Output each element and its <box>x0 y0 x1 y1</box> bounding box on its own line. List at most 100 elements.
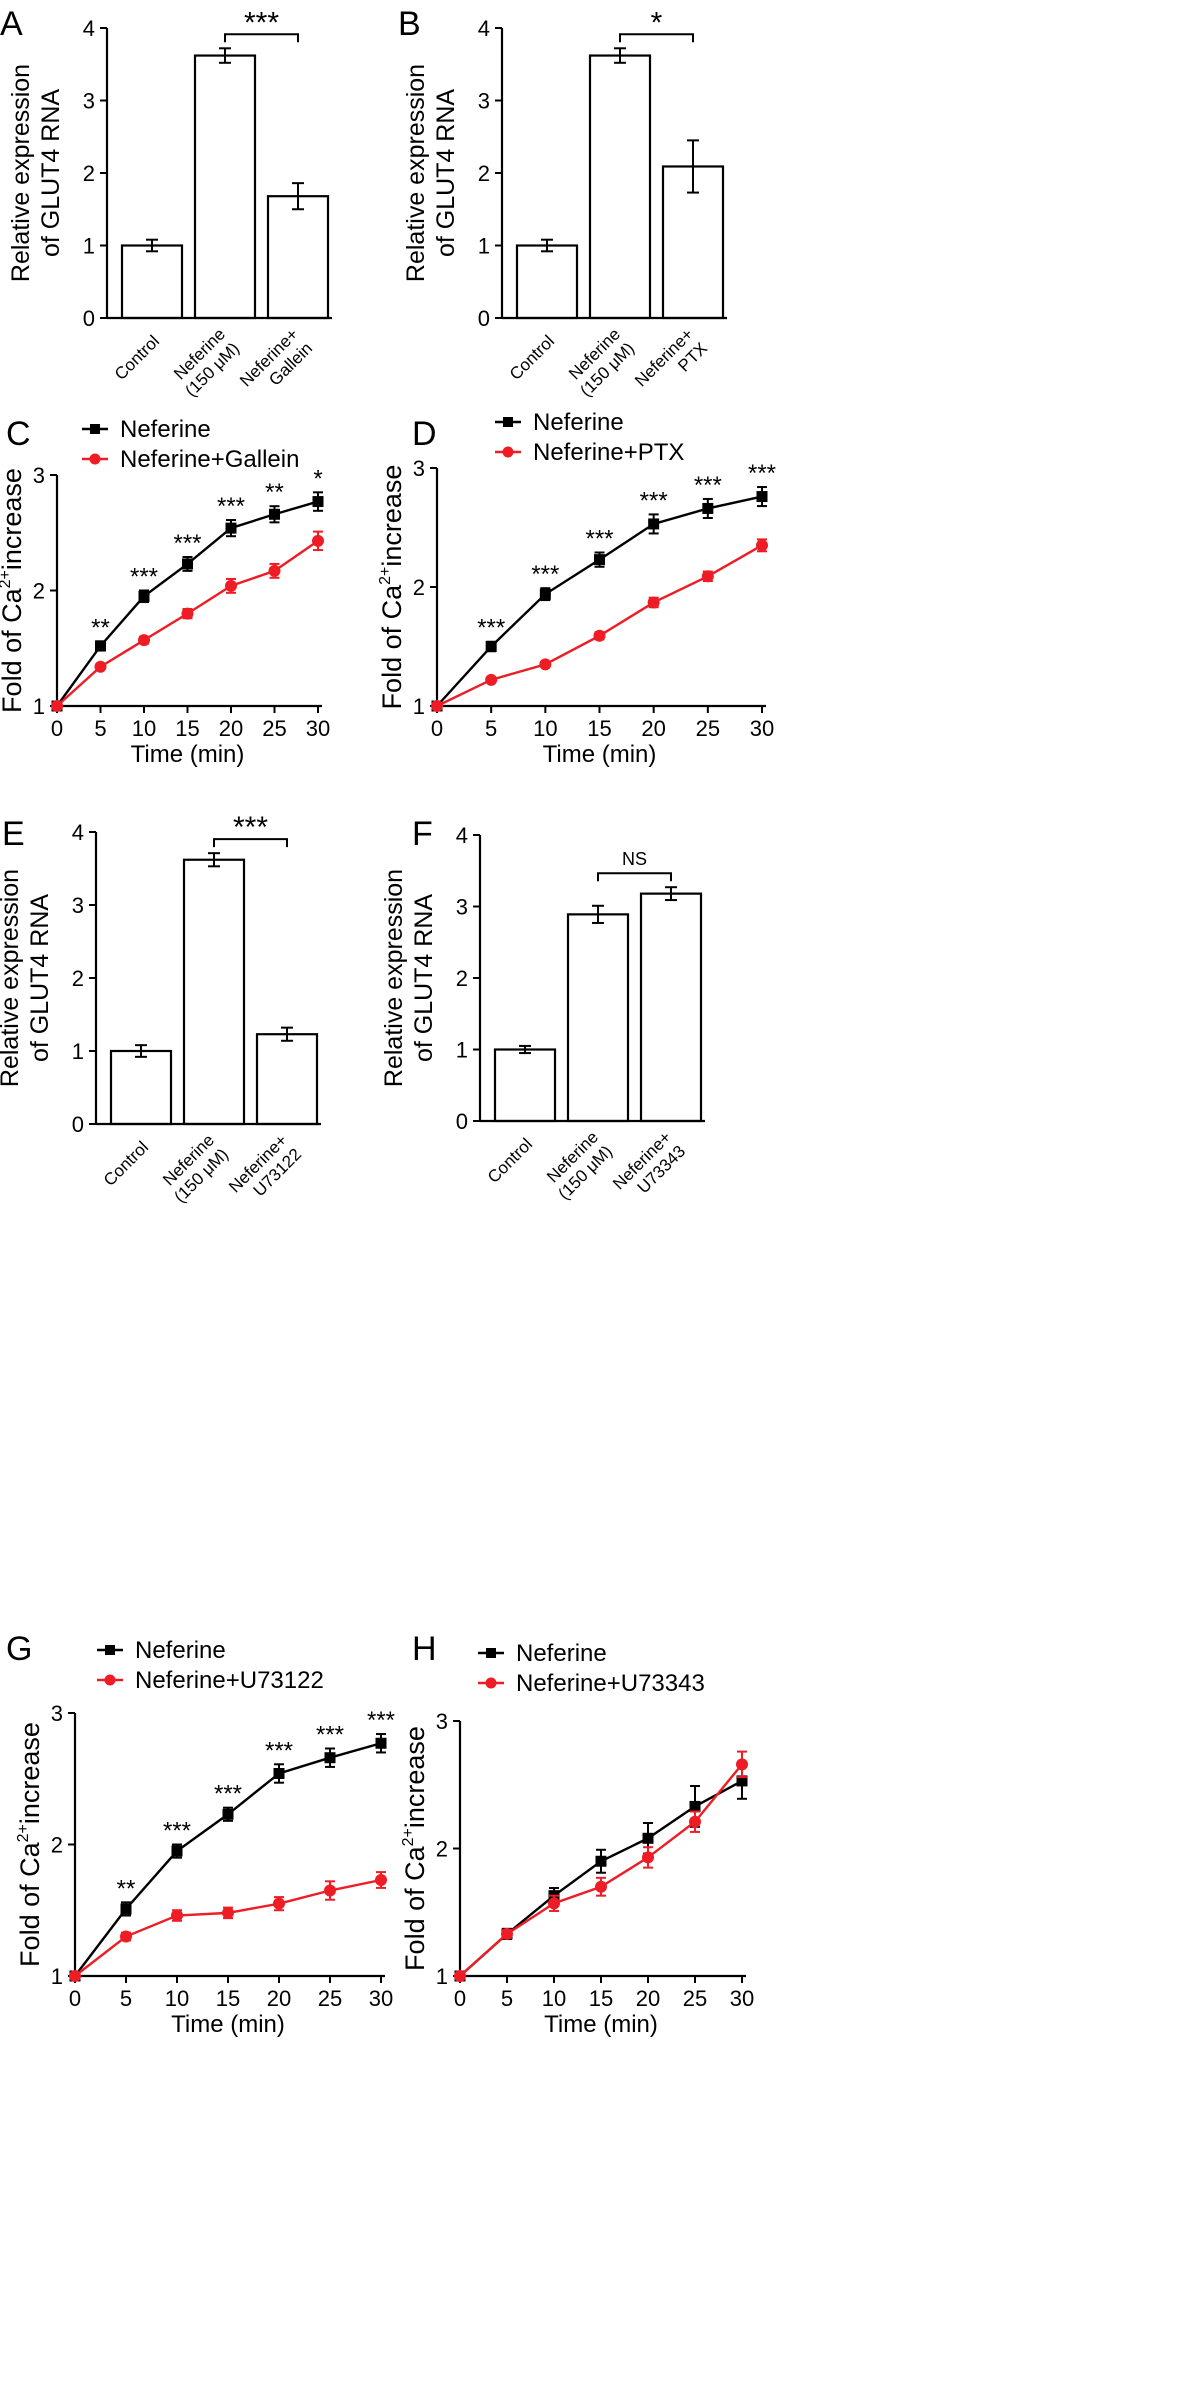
x-tick-label: 30 <box>730 1986 754 2011</box>
data-point <box>485 673 498 686</box>
y-tick-label: 2 <box>72 966 84 991</box>
bar <box>588 54 652 320</box>
x-tick-label: 20 <box>267 1986 291 2011</box>
y-axis-label-text: increase <box>0 468 27 570</box>
x-tick-label: 5 <box>485 716 497 741</box>
data-point <box>138 590 150 602</box>
y-tick-label: 2 <box>413 575 425 600</box>
y-axis-label-line: of GLUT4 RNA <box>432 89 460 257</box>
x-tick-label: 15 <box>589 1986 613 2011</box>
data-point <box>689 1800 701 1812</box>
legend-label: Neferine+U73343 <box>516 1670 705 1697</box>
bar <box>255 1033 319 1126</box>
significance-annotation: *** <box>130 564 158 591</box>
x-axis-label: Time (min) <box>131 741 245 768</box>
data-point <box>594 554 605 566</box>
y-axis-label-text: Fold of Ca <box>15 1841 45 1967</box>
y-axis-label-line: of GLUT4 RNA <box>26 894 54 1062</box>
data-point <box>269 508 280 520</box>
y-tick-label: 2 <box>33 579 45 604</box>
data-point <box>548 1897 560 1910</box>
data-point <box>69 1970 81 1982</box>
x-tick-label: 15 <box>216 1986 240 2011</box>
category-label: Neferine+Gallein <box>236 325 316 405</box>
legend-marker <box>485 1677 497 1689</box>
data-point <box>701 570 714 583</box>
y-tick-label: 4 <box>72 820 84 845</box>
x-tick-label: 30 <box>369 1986 393 2011</box>
data-point <box>756 539 768 552</box>
category-label: Control <box>111 332 163 384</box>
x-tick-label: 0 <box>69 1986 81 2011</box>
data-point <box>225 522 237 534</box>
y-axis-label: Fold of Ca2+increase <box>0 468 27 713</box>
category-label: Neferine+U73343 <box>609 1128 689 1208</box>
y-tick-label: 2 <box>478 161 490 186</box>
data-point <box>268 564 281 577</box>
y-axis-label-text: Fold of Ca <box>377 584 407 710</box>
data-point <box>485 641 497 652</box>
panel-f: F 0 1 2 3 4 Relative expressionof GLUT4 RNA Con… <box>380 815 705 1208</box>
panel-b: B 0 1 2 3 4 Relative expressionof GLUT4 RNA Con… <box>398 5 727 400</box>
significance-bracket <box>619 33 694 43</box>
x-tick-label: 25 <box>696 716 720 741</box>
data-point <box>95 640 106 652</box>
y-axis-label-line: Relative expression <box>380 869 408 1087</box>
y-tick-label: 3 <box>83 89 95 114</box>
x-tick-label: 5 <box>94 716 106 741</box>
y-tick-label: 4 <box>456 823 468 848</box>
y-axis-label-superscript: 2+ <box>400 1828 417 1846</box>
data-point <box>539 588 551 600</box>
data-point <box>642 1851 654 1864</box>
y-tick-label: 3 <box>51 1701 63 1726</box>
data-point <box>222 1808 234 1820</box>
y-tick-label: 3 <box>456 895 468 920</box>
significance-annotation: ** <box>117 1875 136 1902</box>
y-tick-label: 3 <box>436 1709 448 1734</box>
y-tick-label: 4 <box>478 16 490 41</box>
significance-annotation: *** <box>265 1737 293 1764</box>
legend-marker <box>90 424 100 434</box>
x-tick-label: 15 <box>175 716 199 741</box>
significance-annotation: ** <box>265 479 284 506</box>
data-point <box>595 1880 607 1893</box>
data-point <box>138 634 150 647</box>
x-axis-label: Time (min) <box>171 2011 285 2038</box>
y-axis-label-line: Relative expression <box>402 64 430 282</box>
y-axis-label: Fold of Ca2+increase <box>377 465 407 710</box>
x-axis-label: Time (min) <box>544 2011 658 2038</box>
panel-label: A <box>0 5 23 43</box>
panel-e: E 0 1 2 3 4 Relative expressionof GLUT4 RNA Con… <box>0 811 321 1206</box>
y-tick-label: 0 <box>72 1112 84 1137</box>
data-point <box>273 1767 285 1779</box>
x-tick-label: 20 <box>636 1986 660 2011</box>
y-tick-label: 3 <box>72 893 84 918</box>
y-axis-label: Relative expressionof GLUT4 RNA <box>402 64 460 282</box>
y-tick-label: 3 <box>33 463 45 488</box>
data-point <box>595 1855 607 1867</box>
data-point <box>312 496 324 508</box>
y-axis-label: Relative expressionof GLUT4 RNA <box>380 869 438 1087</box>
legend-marker <box>503 417 513 427</box>
significance-annotation: *** <box>173 530 201 557</box>
data-point <box>225 579 237 592</box>
data-point <box>171 1845 183 1857</box>
y-tick-label: 1 <box>51 1964 63 1989</box>
legend-label: Neferine+PTX <box>533 439 684 466</box>
y-axis-label-text: Fold of Ca <box>400 1845 430 1971</box>
data-point <box>181 607 194 620</box>
category-label-line: Control <box>506 332 558 384</box>
data-point <box>647 596 660 609</box>
category-label: Control <box>484 1135 536 1187</box>
significance-label: *** <box>244 6 279 39</box>
significance-annotation: *** <box>531 561 559 588</box>
data-point <box>222 1906 234 1919</box>
y-axis-label-line: Relative expression <box>7 64 35 282</box>
x-axis-label: Time (min) <box>543 741 657 768</box>
y-tick-label: 2 <box>51 1833 63 1858</box>
data-point <box>648 518 660 530</box>
significance-annotation: ** <box>91 614 110 641</box>
y-tick-label: 3 <box>478 89 490 114</box>
